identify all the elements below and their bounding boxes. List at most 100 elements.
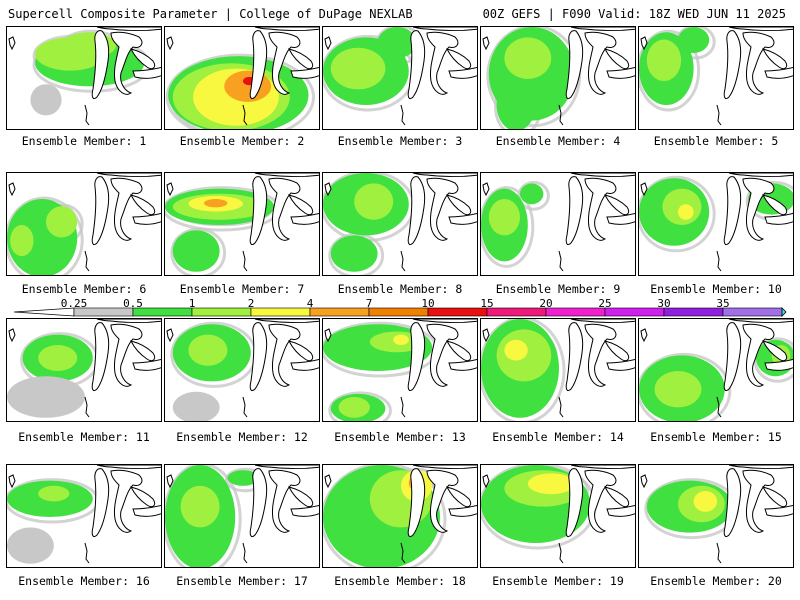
lake-outline	[764, 66, 793, 79]
lake-outline	[242, 396, 248, 418]
lake-outline	[716, 542, 722, 564]
ensemble-member-label: Ensemble Member: 14	[492, 430, 624, 444]
lake-outline	[110, 31, 143, 95]
scp-contour-fill	[7, 527, 54, 564]
lake-outline	[8, 328, 16, 343]
lake-outline	[482, 36, 490, 51]
lake-outline	[412, 173, 477, 177]
ensemble-member-label: Ensemble Member: 13	[334, 430, 466, 444]
lake-outline	[96, 173, 161, 177]
ensemble-member-label: Ensemble Member: 6	[21, 282, 147, 296]
scp-contour-fill	[678, 204, 694, 220]
lake-outline	[91, 322, 110, 392]
scp-map	[639, 27, 793, 126]
scp-map	[7, 319, 161, 418]
scp-map	[7, 173, 161, 275]
lake-outline	[288, 340, 314, 362]
map-title: Supercell Composite Parameter | College …	[8, 7, 413, 21]
lake-outline	[604, 194, 630, 216]
lake-outline	[130, 340, 156, 362]
scp-map	[323, 465, 477, 567]
lake-outline	[640, 36, 648, 51]
lake-outline	[716, 396, 722, 418]
colorbar-segment	[722, 307, 783, 317]
lake-outline	[242, 104, 248, 126]
colorbar-tick-label: 10	[421, 297, 435, 310]
lake-outline	[640, 328, 648, 343]
lake-outline	[764, 358, 793, 371]
lake-outline	[584, 323, 617, 387]
scp-contour-fill	[227, 470, 259, 486]
lake-outline	[446, 340, 472, 362]
colorbar-tick-label: 0.25	[60, 297, 88, 310]
lake-outline	[565, 468, 584, 538]
lake-outline	[448, 66, 477, 79]
scp-contour-fill	[504, 37, 552, 79]
scp-contour-fill	[678, 27, 710, 53]
lake-outline	[558, 250, 564, 272]
lake-outline	[268, 469, 301, 533]
scp-contour-fill	[38, 485, 70, 502]
lake-outline	[268, 31, 301, 95]
scp-contour-fill	[204, 199, 228, 208]
scp-contour-edge	[7, 196, 84, 275]
ensemble-member-label: Ensemble Member: 7	[179, 282, 305, 296]
scp-contour-edge	[517, 180, 550, 211]
scp-contour-fill	[377, 27, 417, 59]
ensemble-map-panel	[322, 464, 478, 568]
ensemble-member-label: Ensemble Member: 2	[179, 134, 305, 148]
lake-outline	[446, 194, 472, 216]
lake-outline	[91, 30, 110, 100]
ensemble-map-panel	[6, 26, 162, 130]
scp-map	[481, 465, 635, 564]
lake-outline	[728, 27, 793, 31]
lake-outline	[570, 173, 635, 177]
lake-outline	[742, 323, 775, 387]
lake-outline	[242, 250, 248, 272]
lake-outline	[762, 486, 788, 508]
scp-contour-edge	[639, 352, 732, 421]
lake-outline	[762, 48, 788, 70]
colorbar-tick-label: 30	[657, 297, 671, 310]
ensemble-member-label: Ensemble Member: 16	[18, 574, 150, 588]
ensemble-map-panel	[6, 318, 162, 422]
lake-outline	[762, 340, 788, 362]
ensemble-member-label: Ensemble Member: 1	[21, 134, 147, 148]
scp-map	[481, 173, 635, 272]
scp-contour-edge	[165, 53, 315, 129]
ensemble-member-label: Ensemble Member: 3	[337, 134, 463, 148]
lake-outline	[268, 323, 301, 387]
colorbar-segment	[427, 307, 488, 317]
lake-outline	[640, 182, 648, 197]
scp-contour-edge	[639, 29, 701, 112]
ensemble-map-panel	[480, 464, 636, 568]
ensemble-map-panel	[638, 26, 794, 130]
lake-outline	[84, 104, 90, 126]
colorbar-segment	[663, 307, 724, 317]
lake-outline	[728, 465, 793, 469]
scp-map	[640, 465, 793, 564]
lake-outline	[290, 504, 319, 517]
lake-outline	[324, 328, 332, 343]
lake-outline	[249, 176, 268, 246]
scp-contour-fill	[488, 199, 520, 236]
lake-outline	[130, 486, 156, 508]
colorbar-segment	[309, 307, 370, 317]
ensemble-member-label: Ensemble Member: 15	[650, 430, 782, 444]
ensemble-map-panel	[322, 172, 478, 276]
colorbar-tick-label: 35	[716, 297, 730, 310]
lake-outline	[723, 30, 742, 100]
colorbar-tick-label: 25	[598, 297, 612, 310]
scp-map	[482, 27, 635, 129]
lake-outline	[110, 177, 143, 241]
lake-outline	[324, 36, 332, 51]
ensemble-member-label: Ensemble Member: 5	[653, 134, 779, 148]
lake-outline	[742, 177, 775, 241]
lake-outline	[742, 31, 775, 95]
scp-map	[323, 27, 477, 126]
lake-outline	[426, 469, 459, 533]
ensemble-map-panel	[480, 26, 636, 130]
colorbar-tick-label: 15	[480, 297, 494, 310]
scp-map	[323, 319, 477, 421]
scp-map	[165, 27, 319, 129]
